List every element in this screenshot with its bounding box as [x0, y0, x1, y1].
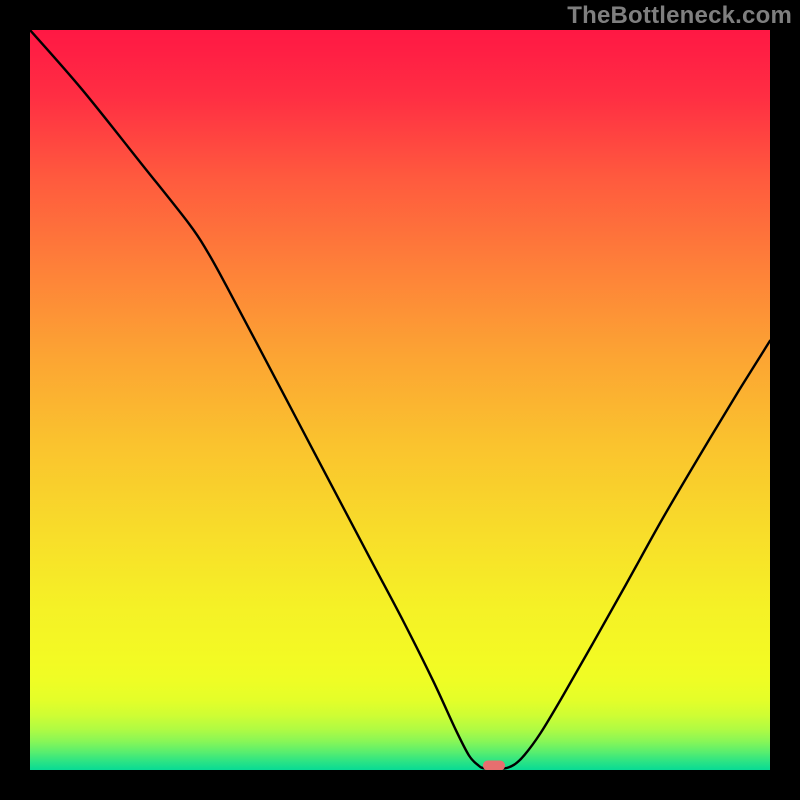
- gradient-background: [30, 30, 770, 770]
- plot-area: [30, 30, 770, 771]
- optimum-marker: [483, 761, 505, 771]
- chart-stage: TheBottleneck.com: [0, 0, 800, 800]
- bottleneck-chart-svg: [0, 0, 800, 800]
